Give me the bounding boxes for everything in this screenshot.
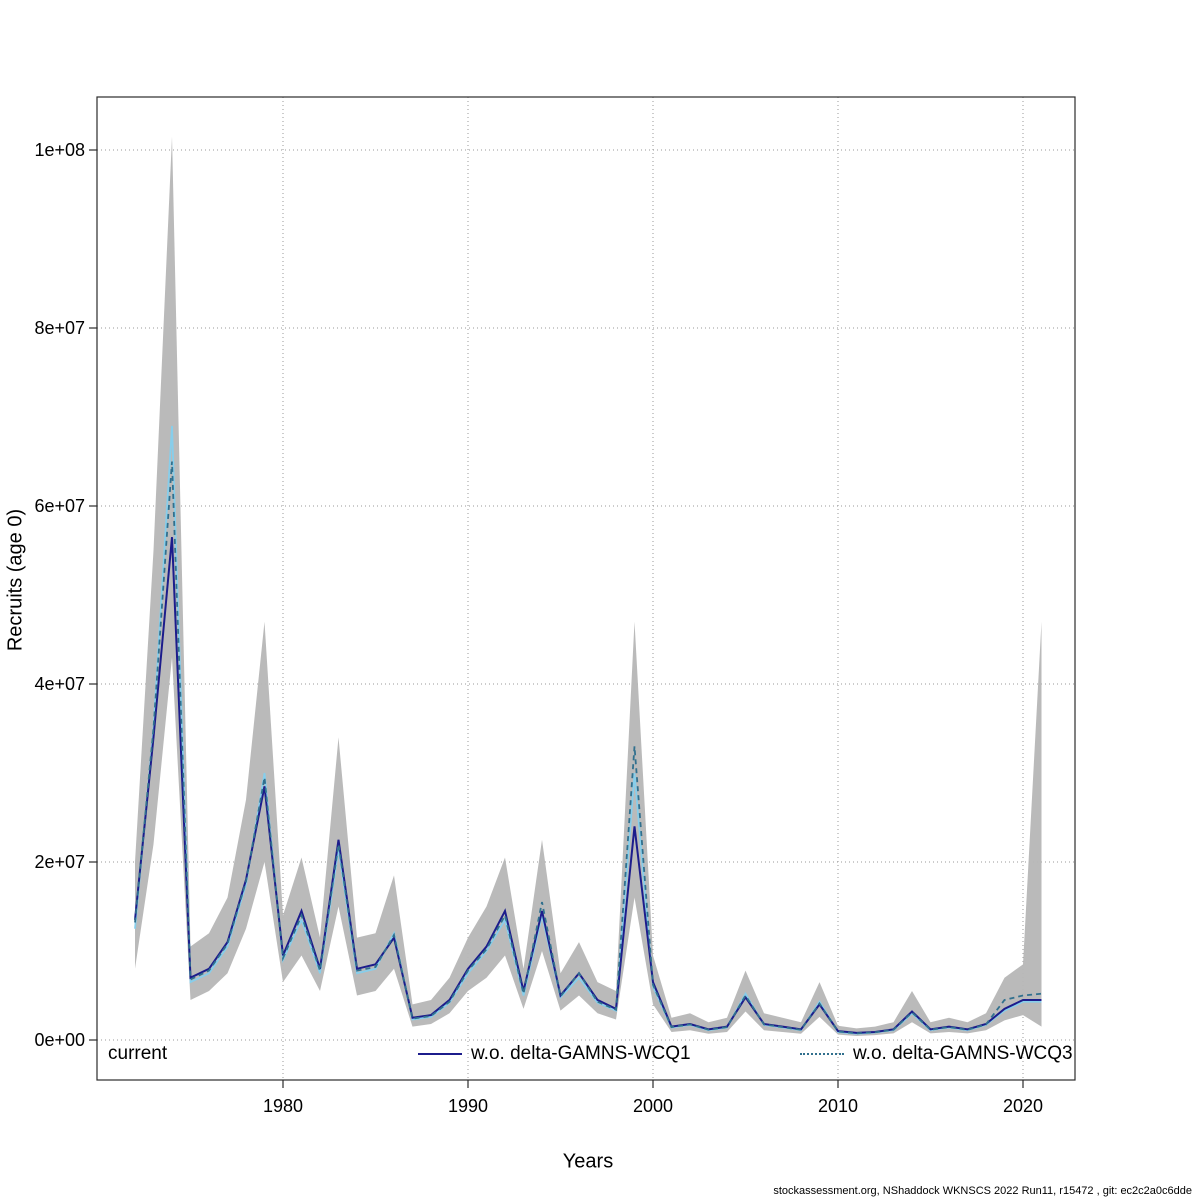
y-tick-label: 8e+07 [34, 318, 85, 338]
dotted-line-icon [800, 1053, 844, 1055]
plot-border [96, 96, 1076, 1081]
legend-label-wcq3: w.o. delta-GAMNS-WCQ3 [853, 1043, 1073, 1064]
x-tick-label: 2000 [633, 1096, 673, 1116]
series-line-wo-delta-GAMNS-WCQ3 [134, 461, 1042, 1035]
x-tick-label: 1990 [448, 1096, 488, 1116]
y-tick-label: 0e+00 [34, 1030, 85, 1050]
legend-label-current: current [108, 1043, 168, 1064]
solid-line-icon [418, 1053, 462, 1055]
y-tick-label: 1e+08 [34, 140, 85, 160]
x-tick-label: 2010 [818, 1096, 858, 1116]
y-axis-title: Recruits (age 0) [4, 508, 27, 652]
confidence-band [135, 136, 1042, 1036]
x-tick-label: 2020 [1003, 1096, 1043, 1116]
y-tick-label: 6e+07 [34, 496, 85, 516]
legend-label-wcq1: w.o. delta-GAMNS-WCQ1 [471, 1043, 691, 1064]
x-tick-label: 1980 [263, 1096, 303, 1116]
footer-attribution: stockassessment.org, NShaddock WKNSCS 20… [773, 1185, 1192, 1197]
x-axis-title: Years [562, 1150, 614, 1173]
y-tick-label: 2e+07 [34, 852, 85, 872]
legend-item-wcq3: w.o. delta-GAMNS-WCQ3 [800, 1041, 1073, 1067]
legend-item-wcq1: w.o. delta-GAMNS-WCQ1 [418, 1041, 691, 1067]
y-tick-label: 4e+07 [34, 674, 85, 694]
legend-item-current: current [108, 1041, 167, 1067]
